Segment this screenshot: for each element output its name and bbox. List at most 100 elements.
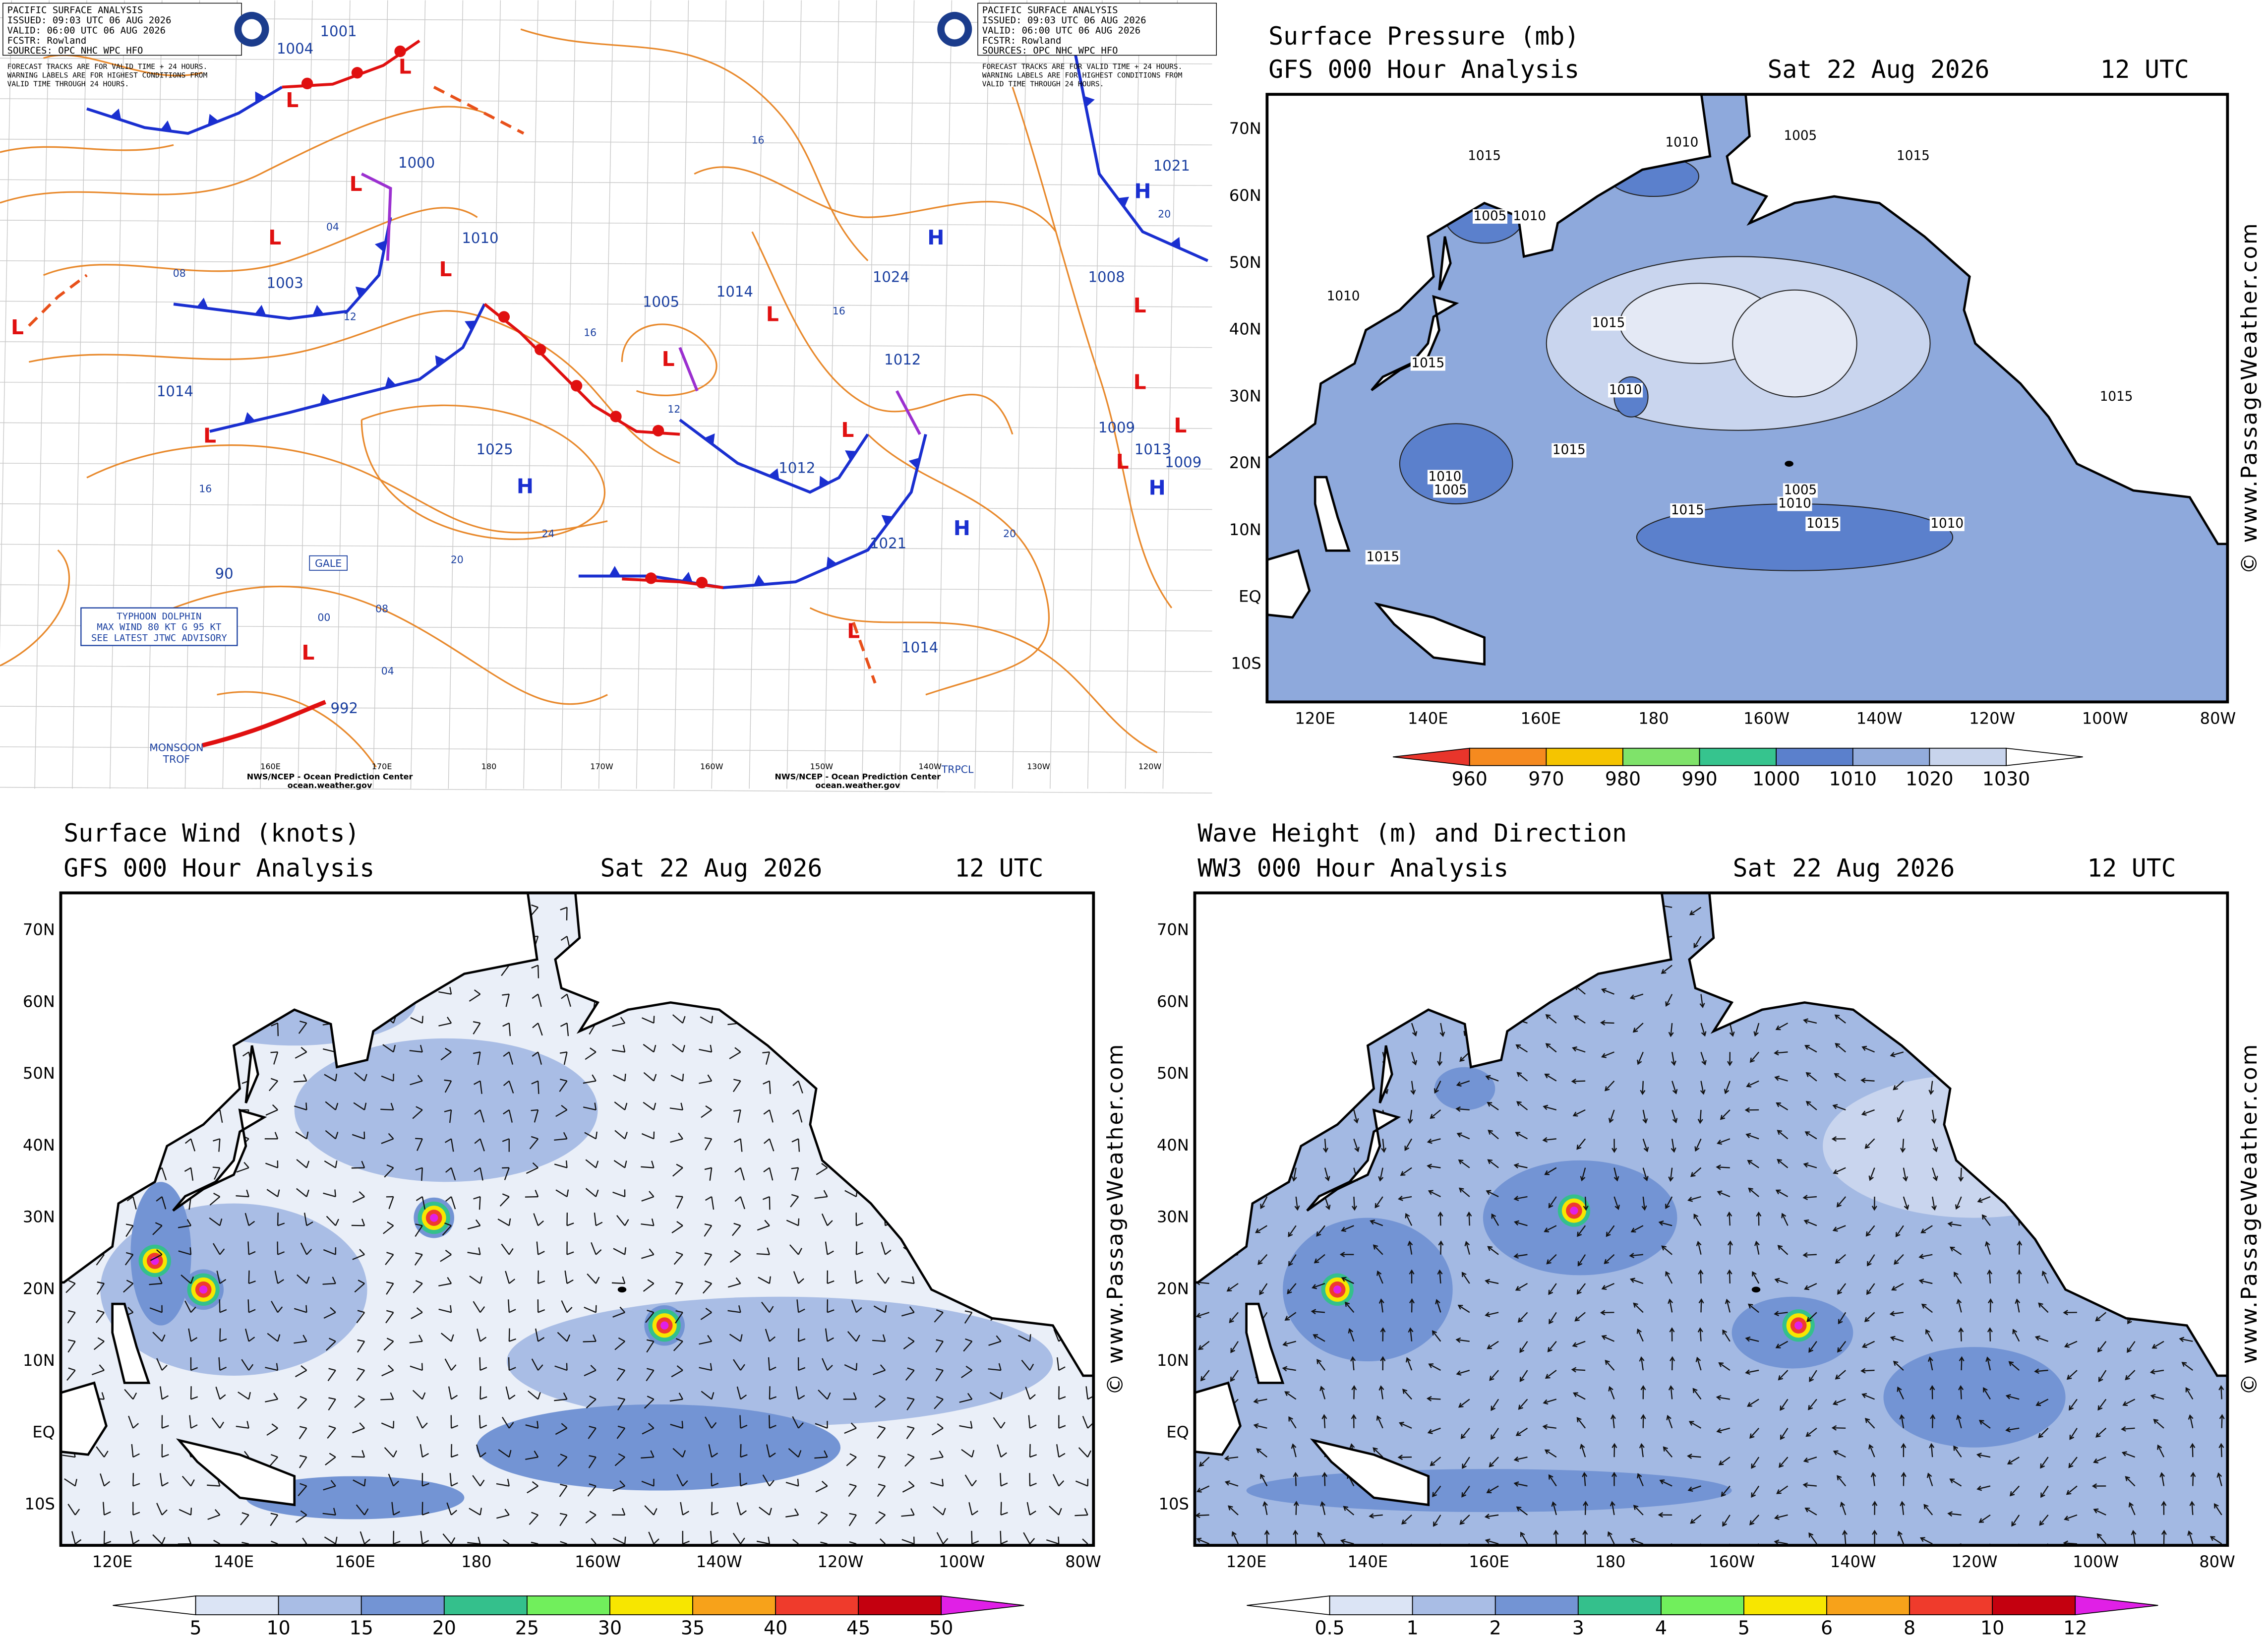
wave-arrow [1832, 1226, 1838, 1232]
wind-barb [792, 1080, 799, 1086]
wave-arrow [1989, 1299, 1991, 1313]
header-box [2, 2, 242, 56]
wave-arrow [1520, 1370, 1528, 1382]
wind-barb [269, 1080, 278, 1092]
pressure-label: 1013 [1134, 441, 1171, 458]
wind-barb [740, 1537, 745, 1544]
wind-barb [910, 1508, 915, 1516]
wind-barb [942, 1478, 944, 1486]
wind-barb [68, 1310, 75, 1313]
wind-barb [219, 1218, 223, 1226]
wind-barb [353, 1102, 365, 1110]
wave-arrow [1774, 1075, 1780, 1081]
wind-barb [885, 1305, 887, 1313]
wave-arrow [1572, 1080, 1586, 1082]
isobar [173, 585, 608, 705]
wind-barb [480, 1367, 487, 1371]
wind-barb [557, 1332, 568, 1342]
wind-barb [241, 1512, 249, 1516]
wind-barb [242, 1051, 249, 1057]
wave-arrow [1630, 1279, 1644, 1284]
wave-arrow [1264, 1502, 1268, 1516]
wind-barb [643, 1101, 655, 1110]
wave-arrow [1402, 1389, 1408, 1394]
wind-barb [451, 1395, 458, 1400]
wave-arrow [2038, 1427, 2049, 1438]
wind-barb [184, 1138, 191, 1144]
wave-arrow [1316, 1359, 1322, 1364]
wave-arrow [1487, 1190, 1499, 1198]
wave-arrow [1777, 1158, 1782, 1164]
wave-arrow [2216, 1472, 2222, 1478]
wave-arrow [1323, 1415, 1326, 1428]
wave-arrow [1803, 1457, 1809, 1463]
contour-label: 1010 [1327, 289, 1360, 304]
wave-arrow [1835, 1370, 1846, 1380]
wave-arrow [1898, 1531, 1904, 1544]
colorbar-bin [1546, 747, 1623, 766]
wind-barb [820, 1511, 828, 1516]
wave-arrow [1745, 1133, 1751, 1139]
lon-label: 180 [1638, 709, 1669, 728]
wind-barb [442, 1533, 452, 1544]
wave-arrow [1409, 1269, 1415, 1275]
wind-barb [190, 1138, 196, 1152]
wave-arrow [1437, 1269, 1443, 1275]
analysis-grid [410, 0, 426, 789]
wind-barb [591, 1538, 597, 1544]
wind-barb [444, 1222, 452, 1226]
wave-arrow [1987, 1327, 1993, 1333]
wave-arrow [1544, 1170, 1550, 1175]
wind-barb [769, 1366, 776, 1371]
wave-arrow [1325, 1205, 1331, 1211]
wave-arrow [1701, 1060, 1707, 1066]
wave-arrow [1486, 1076, 1499, 1082]
land [1374, 602, 1486, 666]
wind-barb [509, 1367, 516, 1371]
wave-arrow [1613, 1167, 1618, 1181]
colorbar-label: 20 [432, 1617, 456, 1639]
wind-barb [1000, 1392, 1003, 1400]
wind-barb [1057, 1357, 1060, 1371]
wave-arrow [1439, 1032, 1445, 1037]
wave-arrow [1487, 1101, 1492, 1107]
wind-barb [297, 1274, 307, 1284]
wave-arrow [1438, 1240, 1444, 1246]
wave-arrow [1668, 1176, 1674, 1182]
wind-barb [1029, 1363, 1034, 1371]
lon-label: 120E [1295, 709, 1335, 728]
contour-label-bg [1608, 383, 1643, 398]
wind-barb [271, 1022, 278, 1027]
wind-barb [756, 1253, 770, 1255]
wave-arrow [1894, 1254, 1904, 1265]
wave-arrow [1693, 936, 1702, 948]
contour-label: 1005 [1784, 128, 1817, 143]
wave-arrow [1544, 1227, 1550, 1233]
wave-arrow [1665, 1272, 1673, 1284]
wind-barb [740, 1334, 743, 1341]
colorbar-bin [1577, 1595, 1662, 1615]
wind-barb [528, 1390, 538, 1400]
wave-arrow [1868, 1175, 1874, 1181]
colorbar-label: 2 [1490, 1617, 1501, 1639]
panel-time: 12 UTC [2100, 55, 2189, 84]
wave-arrow [1695, 1138, 1702, 1151]
wave-arrow [1260, 1204, 1265, 1210]
wave-arrow [1639, 1443, 1645, 1449]
field-area [1434, 1067, 1495, 1110]
wave-arrow [1630, 1254, 1643, 1257]
wind-barb [1000, 1452, 1007, 1458]
wave-arrow [1775, 1077, 1788, 1082]
contour-label-bg [1326, 289, 1361, 304]
wave-arrow [1833, 1450, 1839, 1456]
wind-barb [613, 1537, 625, 1545]
wind-barb [594, 1102, 597, 1110]
wind-barb [236, 1425, 249, 1429]
wind-barb [386, 1283, 394, 1295]
wind-barb [768, 1536, 771, 1544]
wave-arrow [1485, 1514, 1499, 1518]
wave-arrow [1605, 1080, 1615, 1091]
wave-arrow [1947, 1221, 1953, 1227]
wave-arrow [1409, 1109, 1413, 1123]
wind-barb [934, 1399, 944, 1409]
